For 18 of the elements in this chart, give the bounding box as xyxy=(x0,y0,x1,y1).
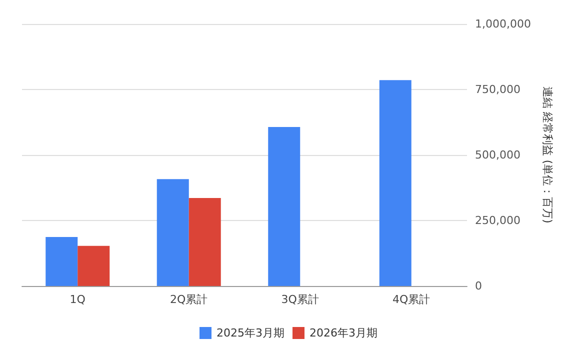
bar xyxy=(379,80,412,286)
y-tick-label: 1,000,000 xyxy=(475,18,531,30)
x-tick-label: 4Q累計 xyxy=(392,293,430,306)
legend-label: 2025年3月期 xyxy=(216,326,285,340)
bar xyxy=(46,237,78,286)
y-axis-title: 連結 経常利益 (単位：百万) xyxy=(541,86,554,224)
y-tick-label: 500,000 xyxy=(475,148,520,162)
y-tick-label: 0 xyxy=(475,280,482,292)
bar xyxy=(268,126,300,286)
x-tick-label: 2Q累計 xyxy=(170,293,208,306)
x-tick-label: 1Q xyxy=(70,293,86,306)
legend-label: 2026年3月期 xyxy=(310,326,378,340)
x-tick-label: 3Q累計 xyxy=(281,293,319,306)
y-tick-label: 750,000 xyxy=(475,83,520,96)
bar xyxy=(188,198,221,286)
bar xyxy=(156,179,189,286)
bar xyxy=(78,246,110,286)
y-tick-label: 250,000 xyxy=(475,214,520,227)
